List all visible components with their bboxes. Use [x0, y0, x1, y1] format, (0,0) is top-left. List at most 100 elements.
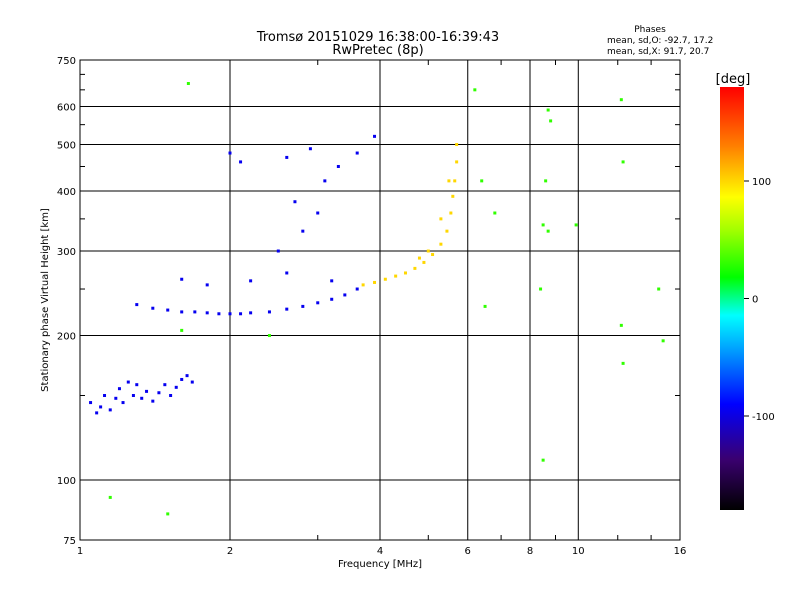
data-point	[394, 274, 398, 278]
y-tick-label: 300	[57, 247, 76, 258]
data-point	[361, 283, 365, 287]
data-point	[480, 179, 484, 183]
y-tick-label: 750	[57, 56, 76, 67]
phase-summary-o: mean, sd,O: -92.7, 17.2	[607, 36, 713, 46]
data-point	[174, 385, 178, 389]
x-tick-label: 4	[377, 546, 383, 557]
data-point	[431, 253, 435, 257]
data-point	[451, 194, 455, 198]
data-point	[403, 271, 407, 275]
data-point	[121, 401, 125, 405]
data-point	[267, 334, 271, 338]
data-point	[336, 164, 340, 168]
y-tick-label: 600	[57, 103, 76, 114]
data-point	[301, 229, 305, 233]
data-point	[228, 312, 232, 316]
x-tick-label: 1	[77, 546, 83, 557]
data-point	[473, 88, 477, 92]
data-point	[89, 401, 93, 405]
data-point	[323, 179, 327, 183]
data-point	[447, 179, 451, 183]
y-tick-label: 100	[57, 476, 76, 487]
y-tick-label: 400	[57, 187, 76, 198]
data-points	[89, 82, 665, 516]
chart-subtitle: RwPretec (8p)	[332, 43, 423, 58]
data-point	[483, 304, 487, 308]
data-point	[330, 297, 334, 301]
data-point	[135, 303, 139, 307]
data-point	[131, 394, 135, 398]
data-point	[180, 377, 184, 381]
data-point	[180, 277, 184, 281]
data-point	[151, 399, 155, 403]
data-point	[383, 277, 387, 281]
data-point	[544, 179, 548, 183]
data-point	[239, 160, 243, 164]
data-point	[163, 383, 167, 387]
data-point	[249, 311, 253, 315]
y-axis-label: Stationary phase Virtual Height [km]	[40, 208, 51, 392]
y-tick-label: 75	[63, 536, 76, 547]
chart-title: Tromsø 20151029 16:38:00-16:39:43	[256, 30, 499, 45]
data-point	[417, 256, 421, 260]
data-point	[574, 223, 578, 227]
data-point	[493, 211, 497, 215]
colorbar-tick-label: 100	[752, 177, 771, 188]
data-point	[239, 312, 243, 316]
data-point	[330, 279, 334, 283]
x-tick-label: 8	[527, 546, 533, 557]
data-point	[621, 361, 625, 365]
data-point	[619, 98, 623, 102]
data-point	[546, 108, 550, 112]
data-point	[541, 458, 545, 462]
data-point	[541, 223, 545, 227]
colorbar-ticks: -100 0 100	[744, 177, 775, 423]
data-point	[228, 151, 232, 155]
data-point	[621, 160, 625, 164]
data-point	[249, 279, 253, 283]
data-point	[546, 229, 550, 233]
data-point	[455, 160, 459, 164]
phase-summary-heading: Phases	[634, 25, 666, 35]
data-point	[99, 405, 103, 409]
data-point	[151, 306, 155, 310]
data-point	[285, 271, 289, 275]
data-point	[308, 147, 312, 151]
data-point	[619, 323, 623, 327]
phase-summary-x: mean, sd,X: 91.7, 20.7	[607, 47, 709, 57]
y-tick-label: 200	[57, 332, 76, 343]
data-point	[343, 293, 347, 297]
colorbar-tick-label: -100	[752, 412, 775, 423]
data-point	[205, 311, 209, 315]
colorbar-tick-label: 0	[752, 295, 758, 306]
data-point	[108, 495, 112, 499]
data-point	[190, 380, 194, 384]
data-point	[169, 394, 173, 398]
colorbar	[720, 87, 744, 510]
data-point	[426, 249, 430, 253]
data-point	[373, 134, 377, 138]
data-point	[355, 151, 359, 155]
data-point	[539, 287, 543, 291]
data-point	[103, 394, 107, 398]
data-point	[108, 408, 112, 412]
data-point	[185, 374, 189, 378]
data-point	[453, 179, 457, 183]
data-point	[217, 312, 221, 316]
x-tick-label: 10	[572, 546, 585, 557]
data-point	[285, 155, 289, 159]
data-point	[180, 310, 184, 314]
axes: 1 2 4 6 8 10 16 75 100 200 300 400 500 600 750	[57, 56, 686, 557]
data-point	[445, 229, 449, 233]
colorbar-label: [deg]	[716, 72, 751, 87]
data-point	[205, 283, 209, 287]
data-point	[166, 512, 170, 516]
data-point	[145, 389, 149, 393]
data-point	[293, 200, 297, 204]
grid	[80, 60, 680, 540]
data-point	[285, 307, 289, 311]
data-point	[157, 391, 161, 395]
data-point	[95, 411, 99, 415]
data-point	[439, 217, 443, 221]
